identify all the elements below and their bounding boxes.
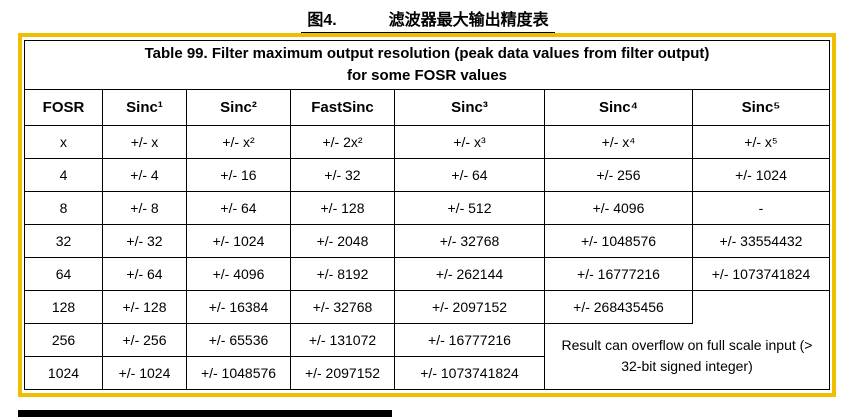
table-title-line1: Table 99. Filter maximum output resoluti… bbox=[144, 45, 710, 62]
column-header-sinc3: Sinc³ bbox=[394, 88, 545, 126]
figure-caption: 图4. 滤波器最大输出精度表 bbox=[0, 6, 856, 33]
table-cell: +/- 128 bbox=[102, 289, 187, 324]
table-cell: +/- 32768 bbox=[290, 289, 395, 324]
table-cell: +/- 1073741824 bbox=[692, 256, 830, 291]
table-cell: +/- 268435456 bbox=[544, 289, 693, 324]
table-cell: +/- 4096 bbox=[186, 256, 291, 291]
table-cell: +/- 16777216 bbox=[394, 322, 545, 357]
table-title-row: Table 99. Filter maximum output resoluti… bbox=[24, 40, 830, 90]
table-cell: +/- 32 bbox=[102, 223, 187, 258]
table-cell: +/- x⁴ bbox=[544, 124, 693, 159]
table-cell: +/- 2x² bbox=[290, 124, 395, 159]
table-cell: +/- x bbox=[102, 124, 187, 159]
resolution-table: Table 99. Filter maximum output resoluti… bbox=[24, 40, 830, 390]
next-figure-edge bbox=[18, 410, 392, 417]
table-cell: +/- x³ bbox=[394, 124, 545, 159]
table-cell: +/- 1024 bbox=[102, 355, 187, 390]
table-cell: +/- 64 bbox=[394, 157, 545, 192]
table-cell: +/- 128 bbox=[290, 190, 395, 225]
table-cell-empty bbox=[692, 289, 830, 323]
table-row: 128 +/- 128 +/- 16384 +/- 32768 +/- 2097… bbox=[24, 289, 830, 324]
table-cell: +/- 1024 bbox=[186, 223, 291, 258]
table-cell: +/- 16384 bbox=[186, 289, 291, 324]
table-cell: +/- 33554432 bbox=[692, 223, 830, 258]
table-cell: +/- 65536 bbox=[186, 322, 291, 357]
table-row: 1024 +/- 1024 +/- 1048576 +/- 2097152 +/… bbox=[24, 355, 830, 390]
table-cell: +/- 262144 bbox=[394, 256, 545, 291]
table-cell: +/- 1048576 bbox=[186, 355, 291, 390]
table-row: 8 +/- 8 +/- 64 +/- 128 +/- 512 +/- 4096 … bbox=[24, 190, 830, 225]
table-cell: +/- 256 bbox=[102, 322, 187, 357]
table-cell: +/- 1048576 bbox=[544, 223, 693, 258]
figure-title: 滤波器最大输出精度表 bbox=[388, 12, 549, 29]
table-cell: +/- 2048 bbox=[290, 223, 395, 258]
table-title-line2: for some FOSR values bbox=[346, 66, 508, 84]
row-header-cell: x bbox=[24, 124, 103, 159]
row-header-cell: 256 bbox=[24, 322, 103, 357]
table-cell: +/- 32768 bbox=[394, 223, 545, 258]
table-row: 256 +/- 256 +/- 65536 +/- 131072 +/- 167… bbox=[24, 322, 830, 390]
table-title: Table 99. Filter maximum output resoluti… bbox=[24, 40, 830, 90]
row-header-cell: 1024 bbox=[24, 355, 103, 390]
table-header-row: FOSR Sinc¹ Sinc² FastSinc Sinc³ Sinc⁴ Si… bbox=[24, 88, 830, 126]
row-header-cell: 4 bbox=[24, 157, 103, 192]
table-cell: +/- 16777216 bbox=[544, 256, 693, 291]
table-row: 4 +/- 4 +/- 16 +/- 32 +/- 64 +/- 256 +/-… bbox=[24, 157, 830, 192]
row-header-cell: 8 bbox=[24, 190, 103, 225]
table-cell: +/- 2097152 bbox=[394, 289, 545, 324]
table-cell: +/- 256 bbox=[544, 157, 693, 192]
column-header-sinc4: Sinc⁴ bbox=[544, 88, 693, 126]
table-cell: +/- 131072 bbox=[290, 322, 395, 357]
table-cell: +/- 16 bbox=[186, 157, 291, 192]
table-cell: +/- 4096 bbox=[544, 190, 693, 225]
table-cell: +/- 32 bbox=[290, 157, 395, 192]
column-header-sinc2: Sinc² bbox=[186, 88, 291, 126]
column-header-fastsinc: FastSinc bbox=[290, 88, 395, 126]
column-header-sinc1: Sinc¹ bbox=[102, 88, 187, 126]
row-header-cell: 64 bbox=[24, 256, 103, 291]
column-header-fosr: FOSR bbox=[24, 88, 103, 126]
table-row: x +/- x +/- x² +/- 2x² +/- x³ +/- x⁴ +/-… bbox=[24, 124, 830, 159]
row-header-cell: 128 bbox=[24, 289, 103, 324]
table-cell: +/- 8 bbox=[102, 190, 187, 225]
table-cell: +/- 512 bbox=[394, 190, 545, 225]
table-cell: +/- 1024 bbox=[692, 157, 830, 192]
table-cell: +/- 64 bbox=[186, 190, 291, 225]
highlight-frame: Table 99. Filter maximum output resoluti… bbox=[18, 33, 836, 397]
table-row: 32 +/- 32 +/- 1024 +/- 2048 +/- 32768 +/… bbox=[24, 223, 830, 258]
table-cell: +/- 8192 bbox=[290, 256, 395, 291]
table-cell: +/- 64 bbox=[102, 256, 187, 291]
table-cell: +/- x⁵ bbox=[692, 124, 830, 159]
row-header-cell: 32 bbox=[24, 223, 103, 258]
table-cell: +/- 4 bbox=[102, 157, 187, 192]
overflow-note: Result can overflow on full scale input … bbox=[544, 323, 830, 390]
table-cell: +/- 2097152 bbox=[290, 355, 395, 390]
table-cell: - bbox=[692, 190, 830, 225]
table-cell: +/- x² bbox=[186, 124, 291, 159]
table-row: 64 +/- 64 +/- 4096 +/- 8192 +/- 262144 +… bbox=[24, 256, 830, 291]
column-header-sinc5: Sinc⁵ bbox=[692, 88, 830, 126]
figure-label: 图4. bbox=[307, 12, 337, 29]
table-cell: +/- 1073741824 bbox=[394, 355, 545, 390]
figure-caption-line: 图4. 滤波器最大输出精度表 bbox=[301, 6, 555, 33]
